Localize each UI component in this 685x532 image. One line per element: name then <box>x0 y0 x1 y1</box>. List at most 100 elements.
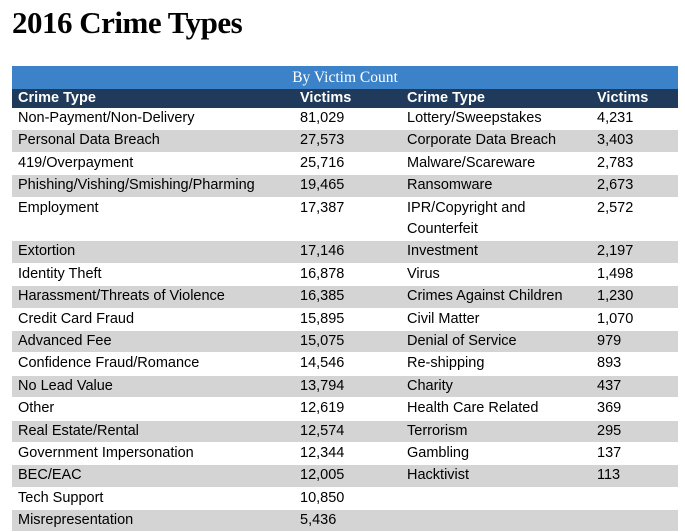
crime-type-cell: Harassment/Threats of Violence <box>12 285 294 309</box>
victims-cell: 137 <box>591 442 679 465</box>
victims-cell: 369 <box>591 397 679 420</box>
crime-type-cell: Other <box>12 397 294 420</box>
table-row: Employment 17,387 IPR/Copyright and Coun… <box>12 197 679 241</box>
victims-cell: 1,070 <box>591 308 679 331</box>
table-row: Confidence Fraud/Romance 14,546 Re-shipp… <box>12 352 679 376</box>
victims-cell <box>591 487 679 510</box>
crime-type-cell: Credit Card Fraud <box>12 308 294 331</box>
table-caption-row: By Victim Count <box>12 66 679 89</box>
crime-type-cell: Charity <box>401 375 591 398</box>
crime-type-cell: Employment <box>12 197 294 241</box>
crime-type-cell: Malware/Scareware <box>401 152 591 175</box>
crime-type-cell: Non-Payment/Non-Delivery <box>12 108 294 130</box>
table-row: Credit Card Fraud 15,895 Civil Matter 1,… <box>12 308 679 331</box>
victims-cell: 19,465 <box>294 174 401 198</box>
crime-type-cell: 419/Overpayment <box>12 152 294 175</box>
victims-cell: 14,546 <box>294 352 401 376</box>
table-caption: By Victim Count <box>12 66 679 89</box>
crime-type-cell: Identity Theft <box>12 263 294 286</box>
table-row: Advanced Fee 15,075 Denial of Service 97… <box>12 330 679 353</box>
crime-type-cell: Confidence Fraud/Romance <box>12 352 294 376</box>
crime-type-cell: Denial of Service <box>401 330 591 353</box>
victims-cell: 25,716 <box>294 152 401 175</box>
victims-cell: 81,029 <box>294 108 401 130</box>
victims-cell: 16,385 <box>294 285 401 309</box>
table-row: Personal Data Breach 27,573 Corporate Da… <box>12 129 679 153</box>
table-row: BEC/EAC 12,005 Hacktivist 113 <box>12 464 679 488</box>
table-row: Real Estate/Rental 12,574 Terrorism 295 <box>12 420 679 443</box>
page-title: 2016 Crime Types <box>12 5 243 40</box>
victims-cell: 3,403 <box>591 129 679 153</box>
victims-cell: 893 <box>591 352 679 376</box>
table-body: Non-Payment/Non-Delivery 81,029 Lottery/… <box>12 108 679 532</box>
victims-cell: 5,436 <box>294 509 401 532</box>
victims-cell: 437 <box>591 375 679 398</box>
crime-type-cell: Hacktivist <box>401 464 591 488</box>
table-row: Extortion 17,146 Investment 2,197 <box>12 240 679 264</box>
victims-cell: 2,197 <box>591 240 679 264</box>
crime-type-cell: Ransomware <box>401 174 591 198</box>
crime-type-cell: Government Impersonation <box>12 442 294 465</box>
victims-cell: 1,230 <box>591 285 679 309</box>
victims-cell: 2,572 <box>591 197 679 241</box>
crime-types-table: By Victim Count Crime Type Victims Crime… <box>12 66 679 532</box>
crime-type-cell: Real Estate/Rental <box>12 420 294 443</box>
crime-type-cell: Phishing/Vishing/Smishing/Pharming <box>12 174 294 198</box>
crime-type-cell: No Lead Value <box>12 375 294 398</box>
crime-type-cell <box>401 509 591 532</box>
crime-type-cell: BEC/EAC <box>12 464 294 488</box>
victims-cell: 10,850 <box>294 487 401 510</box>
crime-type-cell: Civil Matter <box>401 308 591 331</box>
crime-type-cell: IPR/Copyright and Counterfeit <box>401 197 591 241</box>
victims-cell: 2,783 <box>591 152 679 175</box>
victims-cell: 12,005 <box>294 464 401 488</box>
victims-cell: 15,895 <box>294 308 401 331</box>
victims-cell: 979 <box>591 330 679 353</box>
crime-type-cell: Re-shipping <box>401 352 591 376</box>
victims-cell: 27,573 <box>294 129 401 153</box>
victims-cell: 17,146 <box>294 240 401 264</box>
victims-cell: 2,673 <box>591 174 679 198</box>
crime-type-cell <box>401 487 591 510</box>
column-header-victims-left: Victims <box>294 89 401 108</box>
table-row: Identity Theft 16,878 Virus 1,498 <box>12 263 679 286</box>
victims-cell: 15,075 <box>294 330 401 353</box>
victims-cell: 12,619 <box>294 397 401 420</box>
column-header-victims-right: Victims <box>591 89 679 108</box>
table-row: Government Impersonation 12,344 Gambling… <box>12 442 679 465</box>
crime-type-cell: Personal Data Breach <box>12 129 294 153</box>
table-row: No Lead Value 13,794 Charity 437 <box>12 375 679 398</box>
crime-type-cell: Misrepresentation <box>12 509 294 532</box>
table-row: Tech Support 10,850 <box>12 487 679 510</box>
crime-type-cell: Health Care Related <box>401 397 591 420</box>
victims-cell: 17,387 <box>294 197 401 241</box>
victims-cell: 12,344 <box>294 442 401 465</box>
column-header-crime-type-right: Crime Type <box>401 89 591 108</box>
victims-cell: 16,878 <box>294 263 401 286</box>
victims-cell: 12,574 <box>294 420 401 443</box>
crime-type-cell: Extortion <box>12 240 294 264</box>
victims-cell: 113 <box>591 464 679 488</box>
table-header-row: Crime Type Victims Crime Type Victims <box>12 89 679 108</box>
crime-type-cell: Investment <box>401 240 591 264</box>
table-row: 419/Overpayment 25,716 Malware/Scareware… <box>12 152 679 175</box>
table-row: Phishing/Vishing/Smishing/Pharming 19,46… <box>12 174 679 198</box>
crime-type-cell: Tech Support <box>12 487 294 510</box>
victims-cell: 4,231 <box>591 108 679 130</box>
table-row: Harassment/Threats of Violence 16,385 Cr… <box>12 285 679 309</box>
crime-type-cell: Advanced Fee <box>12 330 294 353</box>
crime-type-cell: Crimes Against Children <box>401 285 591 309</box>
victims-cell <box>591 509 679 532</box>
table-row: Non-Payment/Non-Delivery 81,029 Lottery/… <box>12 108 679 130</box>
crime-type-cell: Gambling <box>401 442 591 465</box>
victims-cell: 13,794 <box>294 375 401 398</box>
crime-type-cell: Terrorism <box>401 420 591 443</box>
table-row: Other 12,619 Health Care Related 369 <box>12 397 679 420</box>
column-header-crime-type-left: Crime Type <box>12 89 294 108</box>
victims-cell: 1,498 <box>591 263 679 286</box>
victims-cell: 295 <box>591 420 679 443</box>
crime-type-cell: Lottery/Sweepstakes <box>401 108 591 130</box>
table-row: Misrepresentation 5,436 <box>12 509 679 532</box>
crime-type-cell: Virus <box>401 263 591 286</box>
crime-type-cell: Corporate Data Breach <box>401 129 591 153</box>
